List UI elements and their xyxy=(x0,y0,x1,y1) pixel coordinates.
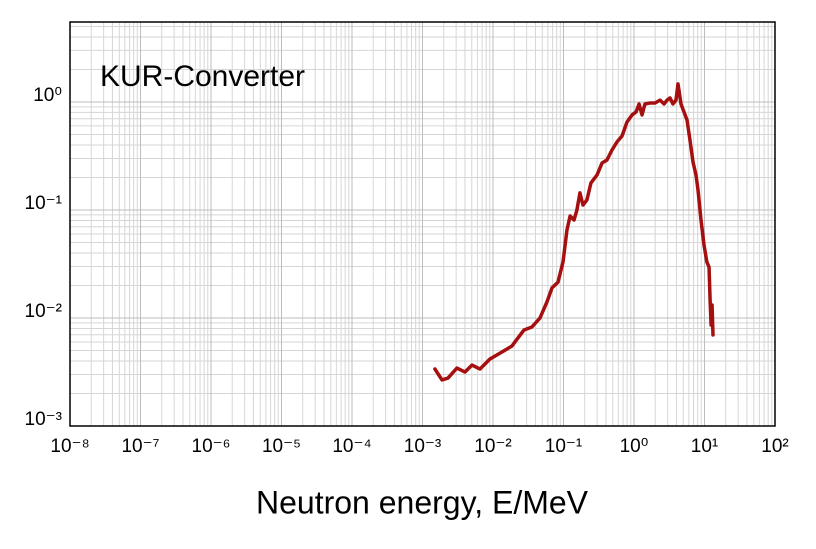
y-tick-label: 10⁰ xyxy=(33,85,62,106)
x-tick-label: 10⁻⁸ xyxy=(50,436,89,457)
x-axis-label: Neutron energy, E/MeV xyxy=(256,484,589,520)
data-line xyxy=(433,82,715,382)
x-tick-label: 10² xyxy=(761,436,788,457)
plot-frame xyxy=(69,21,776,427)
x-tick-label: 10⁻⁴ xyxy=(332,436,371,457)
x-tick-label: 10⁻⁵ xyxy=(262,436,301,457)
x-tick-label: 10⁻¹ xyxy=(545,436,583,457)
x-tick-label: 10⁻⁷ xyxy=(121,436,159,457)
x-tick-label: 10⁻⁶ xyxy=(192,436,231,457)
chart-title: KUR-Converter xyxy=(100,60,305,93)
y-tick-label: 10⁻¹ xyxy=(25,193,63,214)
y-tick-label: 10⁻² xyxy=(25,301,63,322)
y-tick-label: 10⁻³ xyxy=(25,409,63,430)
x-tick-label: 10⁻³ xyxy=(404,436,442,457)
x-tick-label: 10⁰ xyxy=(620,436,649,457)
x-tick-label: 10¹ xyxy=(691,436,718,457)
x-tick-label: 10⁻² xyxy=(474,436,512,457)
